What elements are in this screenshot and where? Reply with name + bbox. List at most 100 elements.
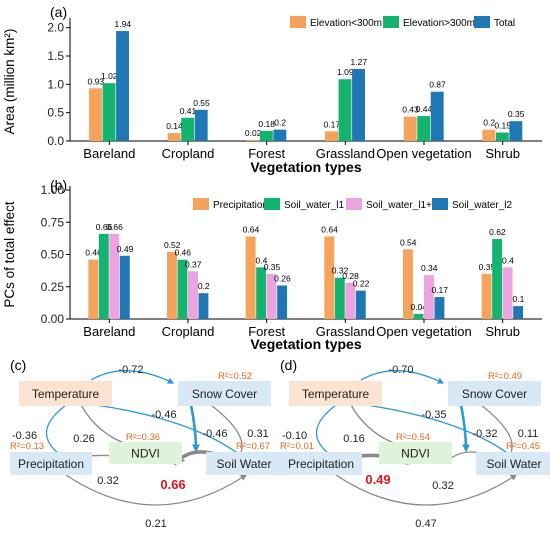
r2-label-ndvi: R²=0.36 bbox=[126, 432, 160, 443]
edge-temp-precip bbox=[315, 404, 340, 461]
bar-value-label: 1.94 bbox=[115, 19, 132, 29]
x-tick-label: Shrub bbox=[485, 146, 520, 161]
chart-total-effect: 0.00 0.25 0.50 0.75 1.00 PCs of total effect B… bbox=[2, 177, 542, 352]
bar bbox=[256, 267, 267, 319]
y-tick-label: 2.0 bbox=[47, 21, 64, 35]
node-label-snow: Snow Cover bbox=[462, 387, 527, 401]
coef-temp-precip: -0.10 bbox=[282, 430, 307, 442]
coef-temp-precip: -0.36 bbox=[12, 430, 37, 442]
node-temperature bbox=[19, 381, 112, 406]
x-tick-label: Bareland bbox=[83, 146, 135, 161]
bar-value-label: 0.55 bbox=[193, 98, 210, 108]
node-label-precip: Precipitation bbox=[18, 457, 84, 471]
bar-value-label: 0.18 bbox=[258, 119, 275, 129]
legend-label: Precipitation bbox=[213, 200, 268, 211]
panel-label: (b) bbox=[50, 177, 67, 193]
bar-value-label: 0.44 bbox=[416, 104, 433, 114]
bar bbox=[325, 131, 338, 141]
y-axis-label: PCs of total effect bbox=[2, 201, 17, 308]
bar bbox=[492, 239, 503, 319]
bar-value-label: 0.64 bbox=[243, 224, 260, 234]
edge-snow-ndvi bbox=[459, 404, 470, 453]
bar-value-label: 0.15 bbox=[494, 121, 511, 131]
panel-label: (c) bbox=[10, 357, 26, 373]
bar-value-label: 0.64 bbox=[321, 224, 338, 234]
bar bbox=[403, 249, 413, 319]
node-label-ndvi: NDVI bbox=[131, 447, 160, 461]
bar bbox=[194, 109, 208, 141]
bar bbox=[98, 233, 109, 319]
bar bbox=[509, 121, 523, 141]
coef-snow-ndvi: -0.32 bbox=[472, 428, 497, 440]
bar-value-label: 0.49 bbox=[117, 244, 134, 254]
y-tick-label: 1.0 bbox=[47, 77, 64, 91]
x-tick-label: Bareland bbox=[83, 324, 135, 339]
y-tick-label: 0.0 bbox=[47, 134, 64, 148]
legend-label: Elevation>300m bbox=[403, 18, 475, 29]
x-tick-label: Grassland bbox=[316, 324, 375, 339]
coef-soil-ndvi: 0.32 bbox=[432, 480, 453, 492]
bar bbox=[167, 133, 181, 141]
bar bbox=[89, 88, 102, 141]
y-tick-label: 0.75 bbox=[41, 215, 65, 229]
r2-label-snow: R²=0.49 bbox=[488, 371, 522, 382]
bar bbox=[495, 132, 509, 141]
bar-value-label: 0.34 bbox=[421, 263, 438, 273]
bar-value-label: 0.46 bbox=[85, 248, 102, 258]
coef-precip-ndvi: 0.32 bbox=[97, 475, 118, 487]
bar bbox=[88, 259, 99, 319]
node-label-snow: Snow Cover bbox=[192, 387, 257, 401]
y-axis-label: Area (million km²) bbox=[2, 29, 17, 135]
bar-value-label: 1.27 bbox=[351, 57, 368, 67]
bar bbox=[417, 116, 431, 141]
bar-value-label: 0.17 bbox=[431, 285, 448, 295]
y-tick-label: 0.5 bbox=[47, 106, 64, 120]
edge-temp-soil bbox=[365, 404, 516, 459]
bar bbox=[424, 275, 434, 319]
bar-value-label: 0.66 bbox=[106, 222, 123, 232]
bar-value-label: 0.1 bbox=[513, 294, 525, 304]
x-tick-label: Open vegetation bbox=[376, 146, 471, 161]
bar-value-label: 0.28 bbox=[342, 271, 359, 281]
path-diagram-c: Temperature Snow Cover NDVI Precipitation So… bbox=[10, 357, 282, 530]
coef-snow-soil: 0.31 bbox=[247, 428, 268, 440]
coef-temp-soil: -0.35 bbox=[421, 409, 446, 421]
bar bbox=[246, 139, 260, 141]
x-axis-label: Vegetation types bbox=[250, 336, 361, 352]
node-label-ndvi: NDVI bbox=[401, 447, 430, 461]
bar bbox=[481, 273, 492, 319]
bar bbox=[259, 130, 273, 141]
node-soil bbox=[206, 452, 282, 475]
y-tick-label: 0.50 bbox=[41, 248, 65, 262]
chart-area-by-elevation: 0.0 0.5 1.0 1.5 2.0 Area (million km²) Barelan… bbox=[2, 4, 542, 175]
coef-temp-ndvi: 0.16 bbox=[343, 433, 364, 445]
bar-value-label: 0.46 bbox=[174, 248, 191, 258]
x-tick-label: Shrub bbox=[485, 324, 520, 339]
node-snow bbox=[178, 381, 271, 406]
bar-value-label: 0.62 bbox=[489, 227, 506, 237]
edge-temp-soil bbox=[95, 404, 246, 459]
bar bbox=[338, 79, 352, 141]
bar-value-label: 0.37 bbox=[185, 259, 202, 269]
coef-temp-snow: -0.72 bbox=[118, 364, 143, 376]
bar-value-label: 0.2 bbox=[483, 118, 495, 128]
bar-value-label: 0.35 bbox=[264, 262, 281, 272]
legend-label: Soil_water_l1+l2 bbox=[366, 200, 440, 211]
coef-soil-ndvi: 0.66 bbox=[160, 477, 185, 492]
legend-label: Soil_water_l2 bbox=[452, 200, 512, 211]
bar-value-label: 0.32 bbox=[332, 266, 349, 276]
bar bbox=[167, 251, 177, 319]
x-tick-label: Forest bbox=[248, 146, 285, 161]
bar bbox=[324, 236, 335, 319]
bar bbox=[502, 267, 513, 319]
bar bbox=[109, 233, 120, 319]
bar-value-label: 0.17 bbox=[324, 119, 341, 129]
node-label-soil: Soil Water bbox=[217, 457, 272, 471]
bar bbox=[198, 293, 209, 319]
x-tick-label: Cropland bbox=[162, 324, 215, 339]
r2-label-snow: R²=0.52 bbox=[218, 371, 252, 382]
legend-swatch bbox=[432, 198, 448, 210]
node-label-soil: Soil Water bbox=[487, 457, 542, 471]
bar bbox=[434, 297, 445, 319]
